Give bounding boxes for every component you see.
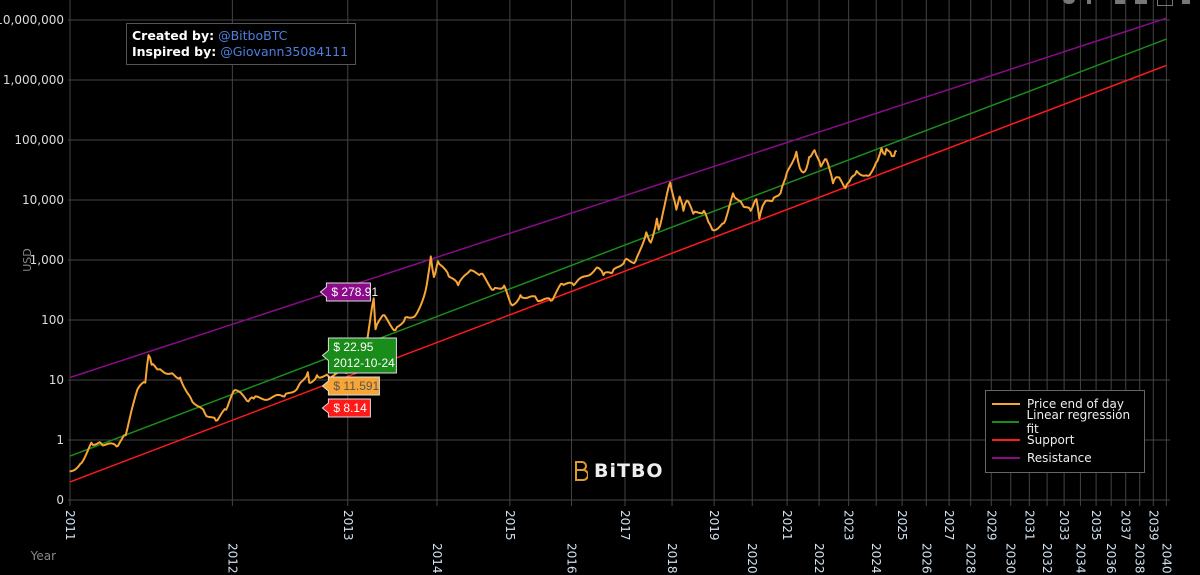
x-tick-label: 2026 (919, 543, 933, 574)
x-tick-label: 2020 (745, 543, 759, 574)
legend-label: Support (1027, 433, 1075, 447)
x-tick-label: 2036 (1104, 543, 1118, 574)
x-tick-label: 2038 (1133, 543, 1147, 574)
legend-item-fit[interactable]: Linear regression fit (992, 408, 1144, 436)
x-tick-label: 2037 (1119, 510, 1133, 541)
x-tick-label: 2015 (503, 510, 517, 541)
x-tick-label: 2024 (869, 543, 883, 574)
inspired-label: Inspired by: (132, 44, 217, 59)
legend-item-price[interactable]: Price end of day (992, 395, 1144, 413)
logo-text: BiTBO (594, 460, 664, 482)
y-tick-label: 100,000 (14, 133, 64, 147)
hover-label-price-box (321, 376, 380, 396)
resistance-line (69, 17, 1167, 379)
x-tick-label: 2030 (1004, 543, 1018, 574)
fit-line (69, 38, 1167, 457)
x-tick-label: 2033 (1057, 510, 1071, 541)
hover-label-fit-text: $ 22.95 (333, 340, 373, 354)
hover-label-fit-box (321, 337, 397, 374)
legend-label: Resistance (1027, 451, 1092, 465)
legend-item-resistance[interactable]: Resistance (992, 449, 1144, 467)
bitbo-logo-icon (575, 461, 588, 481)
zoom-out-icon[interactable] (1135, 0, 1147, 4)
x-tick-label: 2025 (895, 510, 909, 541)
support-line (69, 64, 1167, 483)
x-tick-label: 2039 (1146, 510, 1160, 541)
y-tick-label: 0 (56, 493, 64, 507)
y-tick-label: 100 (41, 313, 64, 327)
y-tick-label: 1 (56, 433, 64, 447)
bitbo-logo: BiTBO (574, 460, 664, 482)
x-tick-label: 2018 (665, 543, 679, 574)
hover-label-support-text: $ 8.14 (333, 401, 367, 415)
x-tick-label: 2034 (1073, 543, 1087, 574)
x-tick-label: 2012 (225, 543, 239, 574)
x-tick-label: 2040 (1159, 543, 1173, 574)
y-tick-label: 10,000 (22, 193, 64, 207)
price-line (69, 147, 898, 473)
x-tick-label: 2028 (964, 543, 978, 574)
legend-label: Linear regression fit (1026, 408, 1131, 436)
hover-label-resistance-text: $ 278.91 (331, 285, 378, 299)
x-tick-label: 2014 (430, 543, 444, 574)
created-label: Created by: (132, 28, 215, 43)
x-tick-label: 2016 (565, 543, 579, 574)
legend-label: Price end of day (1027, 397, 1124, 411)
x-tick-label: 2035 (1089, 510, 1103, 541)
x-tick-label: 2032 (1040, 543, 1054, 574)
x-tick-label: 2027 (942, 510, 956, 541)
x-tick-label: 2013 (341, 510, 355, 541)
created-handle-link[interactable]: @BitboBTC (218, 28, 288, 43)
autoscale-icon[interactable] (1157, 0, 1173, 6)
x-tick-label: 2021 (780, 510, 794, 541)
x-axis-title: Year (30, 549, 56, 563)
legend: Price end of day Linear regression fit S… (985, 390, 1145, 473)
hover-label-resistance: $ 278.91 (319, 282, 378, 302)
credits-box: Created by: @BitboBTC Inspired by: @Giov… (126, 23, 356, 65)
y-tick-label: 10,000,000 (0, 13, 64, 27)
y-tick-label: 1,000,000 (3, 73, 64, 87)
y-axis-title: USD (21, 248, 34, 272)
hover-label-fit-text: 2012-10-24 (333, 356, 395, 370)
pan-icon[interactable] (1087, 0, 1091, 4)
y-tick-label: 10 (49, 373, 64, 387)
hover-label-support: $ 8.14 (321, 398, 371, 418)
zoom-icon[interactable] (1063, 0, 1075, 4)
x-tick-label: 2023 (842, 510, 856, 541)
y-tick-label: 1,000 (30, 253, 64, 267)
zoom-in-icon[interactable] (1115, 0, 1125, 4)
x-tick-label: 2022 (812, 543, 826, 574)
x-tick-label: 2017 (618, 510, 632, 541)
hover-label-fit: $ 22.95 2012-10-24 (321, 337, 397, 374)
hover-label-support-box (321, 398, 371, 418)
x-tick-label: 2029 (984, 510, 998, 541)
reset-icon[interactable] (1182, 0, 1190, 4)
inspired-handle-link[interactable]: @Giovann35084111 (220, 44, 349, 59)
hover-label-price-text: $ 11.591 (333, 379, 379, 393)
legend-item-support[interactable]: Support (992, 431, 1144, 449)
x-tick-label: 2031 (1022, 510, 1036, 541)
hover-label-price: $ 11.591 (321, 376, 380, 396)
x-tick-label: 2011 (63, 510, 77, 541)
hover-label-resistance-box (319, 282, 371, 302)
x-tick-label: 2019 (707, 510, 721, 541)
